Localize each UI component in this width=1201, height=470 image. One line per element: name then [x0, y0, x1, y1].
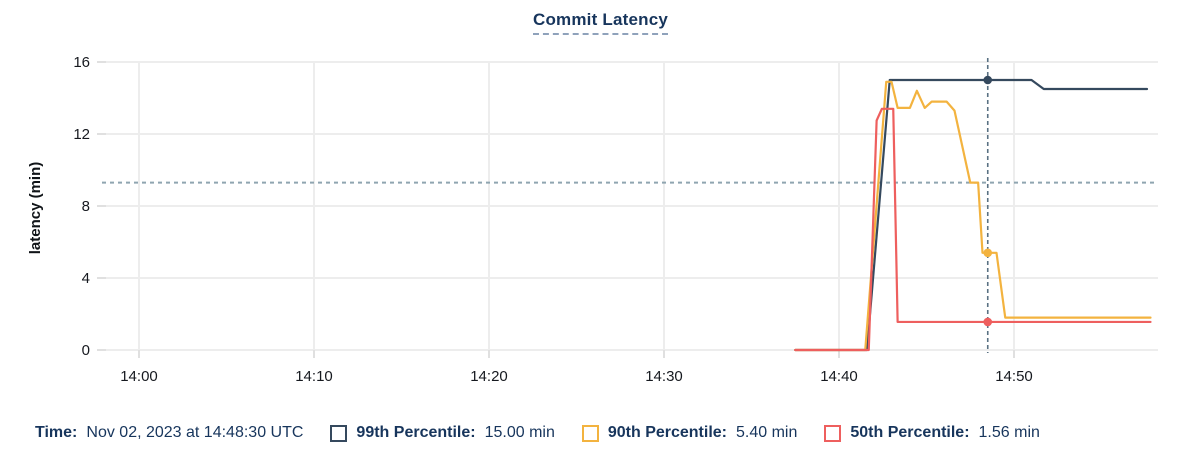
title-row: Commit Latency — [0, 10, 1201, 35]
y-tick-label: 12 — [73, 126, 90, 143]
legend-label-p50: 50th Percentile: — [850, 424, 970, 441]
legend-label-p90: 90th Percentile: — [607, 424, 727, 441]
cursor-dot-50th — [983, 317, 993, 327]
legend-label-p99: 99th Percentile: — [356, 424, 476, 441]
x-tick-label: 14:50 — [995, 368, 1033, 385]
legend-time-label: Time: — [35, 424, 78, 441]
legend-bar: Time: Nov 02, 2023 at 14:48:30 UTC 99th … — [35, 424, 1040, 442]
legend-item-p99[interactable]: 99th Percentile: 15.00 min — [330, 424, 555, 442]
legend-swatch-p99 — [330, 424, 348, 442]
cursor-dot-90th — [983, 248, 993, 258]
legend-value-p90: 5.40 min — [736, 424, 798, 441]
legend-swatch-p90 — [581, 424, 599, 442]
legend-time: Time: Nov 02, 2023 at 14:48:30 UTC — [35, 424, 303, 442]
cursor-dot-99th — [983, 75, 993, 85]
y-tick-label: 16 — [73, 54, 90, 71]
x-tick-label: 14:10 — [295, 368, 333, 385]
y-tick-label: 8 — [82, 198, 90, 215]
legend-value-p50: 1.56 min — [978, 424, 1040, 441]
legend-swatch-p50 — [824, 424, 842, 442]
y-tick-label: 4 — [82, 270, 90, 287]
x-tick-label: 14:00 — [120, 368, 158, 385]
chart-title[interactable]: Commit Latency — [532, 10, 669, 35]
y-tick-label: 0 — [82, 342, 90, 359]
legend-item-p90[interactable]: 90th Percentile: 5.40 min — [581, 424, 798, 442]
legend-time-value: Nov 02, 2023 at 14:48:30 UTC — [86, 424, 304, 441]
legend-value-p99: 15.00 min — [484, 424, 555, 441]
series-line-99th — [794, 78, 1149, 352]
series-line-50th — [794, 107, 1152, 352]
x-tick-label: 14:30 — [645, 368, 683, 385]
series-line-90th — [794, 80, 1152, 352]
x-tick-label: 14:40 — [820, 368, 858, 385]
x-tick-label: 14:20 — [470, 368, 508, 385]
legend-item-p50[interactable]: 50th Percentile: 1.56 min — [824, 424, 1040, 442]
